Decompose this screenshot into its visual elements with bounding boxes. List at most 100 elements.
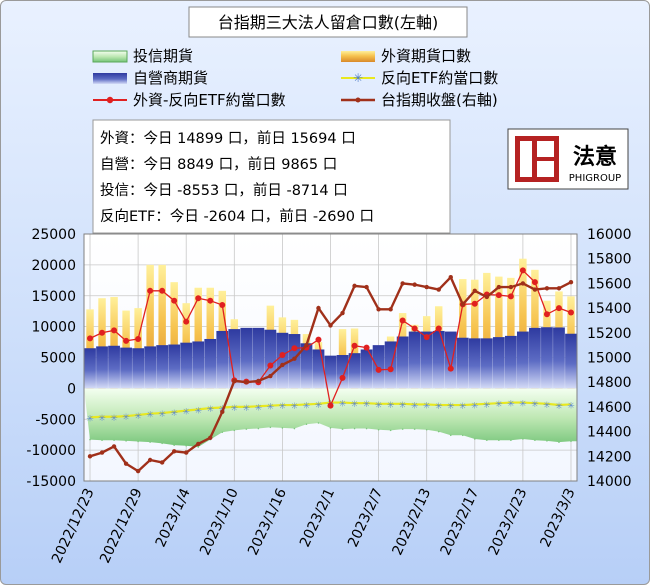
close-point <box>436 287 441 292</box>
foreign-bar <box>519 258 527 389</box>
etf-point: ✳ <box>351 400 359 410</box>
close-point <box>352 283 357 289</box>
trust-point <box>473 438 476 440</box>
dealer-bar <box>192 341 205 389</box>
etf-point: ✳ <box>146 411 154 421</box>
trust-point <box>269 426 272 429</box>
dealer-bar <box>168 344 181 389</box>
foreign-bar <box>194 287 202 389</box>
trust-point <box>401 428 404 430</box>
dealer-bar <box>516 331 529 389</box>
etf-point: ✳ <box>387 401 395 411</box>
y-right-tick: 14200 <box>587 449 632 465</box>
x-tick-label: 2023/1/16 <box>245 486 290 558</box>
y-right-tick: 14600 <box>587 400 632 416</box>
close-point <box>244 380 249 385</box>
etf-point: ✳ <box>339 400 347 410</box>
etf-point: ✳ <box>303 401 311 411</box>
etf-point: ✳ <box>182 408 190 418</box>
dealer-bar <box>312 349 325 389</box>
dealer-bar <box>264 329 277 389</box>
close-point <box>184 450 189 455</box>
trust-point <box>546 440 548 442</box>
etf-point: ✳ <box>543 401 551 411</box>
trust-point <box>233 429 236 432</box>
close-point <box>256 378 261 384</box>
close-point <box>87 454 93 459</box>
close-line <box>87 275 574 474</box>
trust-point <box>197 446 200 448</box>
close-point <box>364 284 369 290</box>
foreign-bar <box>206 287 214 389</box>
etf-point: ✳ <box>555 402 563 412</box>
close-point <box>400 281 405 286</box>
close-point <box>280 362 285 368</box>
info-text: 外資：今日 14899 口，前日 15694 口自營：今日 8849 口，前日 … <box>100 130 374 225</box>
close-point <box>304 342 309 348</box>
etf-point: ✳ <box>158 410 166 420</box>
dealer-bar <box>456 337 469 389</box>
etf-point: ✳ <box>110 414 118 424</box>
close-point <box>111 444 117 449</box>
info-row: 投信：今日 -8553 口，前日 -8714 口 <box>100 182 348 199</box>
close-point <box>123 461 129 466</box>
diff-point <box>399 317 406 324</box>
trust-point <box>486 439 488 442</box>
dealer-bar <box>420 331 433 389</box>
foreign-bar <box>507 277 515 389</box>
dealer-bar <box>336 355 349 389</box>
etf-point: ✳ <box>435 402 443 412</box>
trust-point <box>377 428 380 431</box>
y-left-tick: 25000 <box>31 227 76 243</box>
close-point <box>135 468 141 474</box>
close-point <box>99 450 105 455</box>
dealer-bars <box>84 327 577 389</box>
trust-point <box>149 441 151 443</box>
y-axis-left: 25000 20000 15000 10000 5000 0 -5000 -10000 -150… <box>26 227 76 490</box>
foreign-bar <box>495 276 503 389</box>
trust-point <box>413 428 416 430</box>
x-tick-label: 2022/12/29 <box>97 486 146 566</box>
diff-point <box>447 365 454 372</box>
dealer-bar <box>276 332 289 389</box>
trust-point <box>365 427 368 430</box>
dealer-bar <box>396 336 409 389</box>
diff-point <box>219 302 226 309</box>
dealer-bar <box>372 345 385 389</box>
etf-point: ✳ <box>315 401 323 411</box>
diff-point <box>99 329 106 336</box>
close-point <box>412 282 417 287</box>
close-point <box>316 305 321 311</box>
y-left-tick: 0 <box>67 381 76 397</box>
legend-swatch <box>92 50 128 63</box>
trust-point <box>449 434 452 437</box>
x-tick-label: 2023/2/17 <box>438 486 483 558</box>
dealer-bar <box>108 345 120 389</box>
trust-point <box>245 428 248 430</box>
close-point <box>508 284 514 290</box>
trust-point <box>510 439 512 442</box>
foreign-bar <box>170 282 178 389</box>
y-left-tick: -10000 <box>26 443 76 459</box>
etf-point: ✳ <box>567 401 575 411</box>
logo-text: 法意 <box>573 144 617 170</box>
dealer-bar <box>360 349 373 389</box>
etf-point: ✳ <box>279 402 287 412</box>
close-point <box>472 288 477 294</box>
trust-point <box>498 439 500 442</box>
trust-point <box>353 427 356 430</box>
legend-label: 台指期收盤(右軸) <box>381 91 498 109</box>
dealer-bar <box>565 333 577 389</box>
trust-point <box>281 427 284 429</box>
etf-point: ✳ <box>255 403 263 413</box>
y-right-tick: 15800 <box>587 252 632 268</box>
diff-point <box>183 318 190 325</box>
dealer-bar <box>180 342 193 389</box>
trust-point <box>317 422 320 424</box>
trust-point <box>101 439 103 442</box>
diff-point <box>123 337 130 344</box>
info-row: 反向ETF：今日 -2604 口，前日 -2690 口 <box>100 208 374 225</box>
trust-point <box>570 440 572 442</box>
legend-item-dealer: 自營商期貨 <box>93 69 208 87</box>
